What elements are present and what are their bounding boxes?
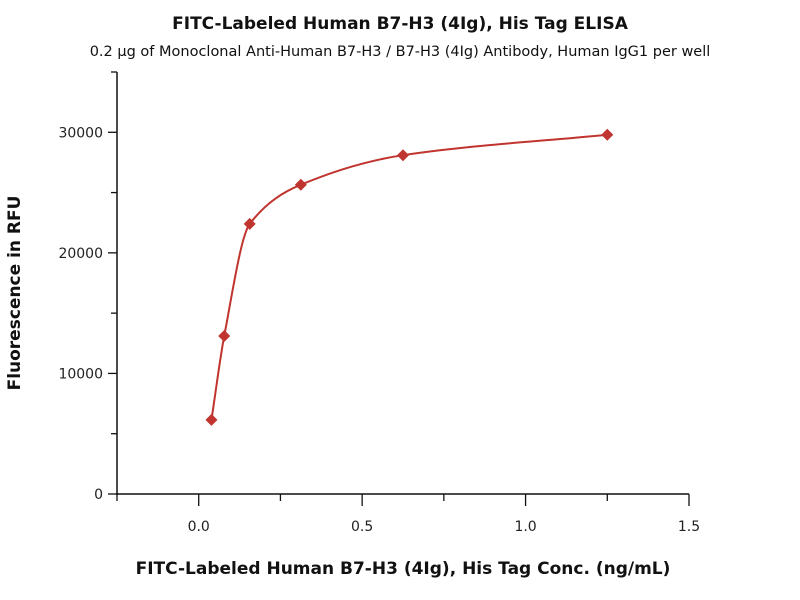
x-axis-label: FITC-Labeled Human B7-H3 (4Ig), His Tag … bbox=[136, 559, 671, 579]
y-tick-label: 10000 bbox=[58, 366, 103, 382]
data-point bbox=[243, 217, 256, 230]
y-tick-label: 0 bbox=[94, 487, 103, 503]
x-tick-label: 0.5 bbox=[351, 519, 373, 535]
data-point bbox=[218, 330, 231, 343]
data-point bbox=[205, 413, 218, 426]
y-tick-label: 20000 bbox=[58, 246, 103, 262]
fit-curve bbox=[210, 133, 608, 420]
x-tick-label: 0.0 bbox=[188, 519, 210, 535]
y-tick-label: 30000 bbox=[58, 125, 103, 141]
x-tick-label: 1.5 bbox=[678, 519, 700, 535]
data-point bbox=[294, 178, 307, 191]
chart-title: FITC-Labeled Human B7-H3 (4Ig), His Tag … bbox=[172, 14, 628, 34]
x-tick-label: 1.0 bbox=[514, 519, 536, 535]
data-point bbox=[397, 149, 409, 162]
y-axis-label: Fluorescence in RFU bbox=[5, 196, 25, 391]
data-point bbox=[601, 128, 614, 141]
chart-subtitle: 0.2 µg of Monoclonal Anti-Human B7-H3 / … bbox=[89, 44, 711, 60]
